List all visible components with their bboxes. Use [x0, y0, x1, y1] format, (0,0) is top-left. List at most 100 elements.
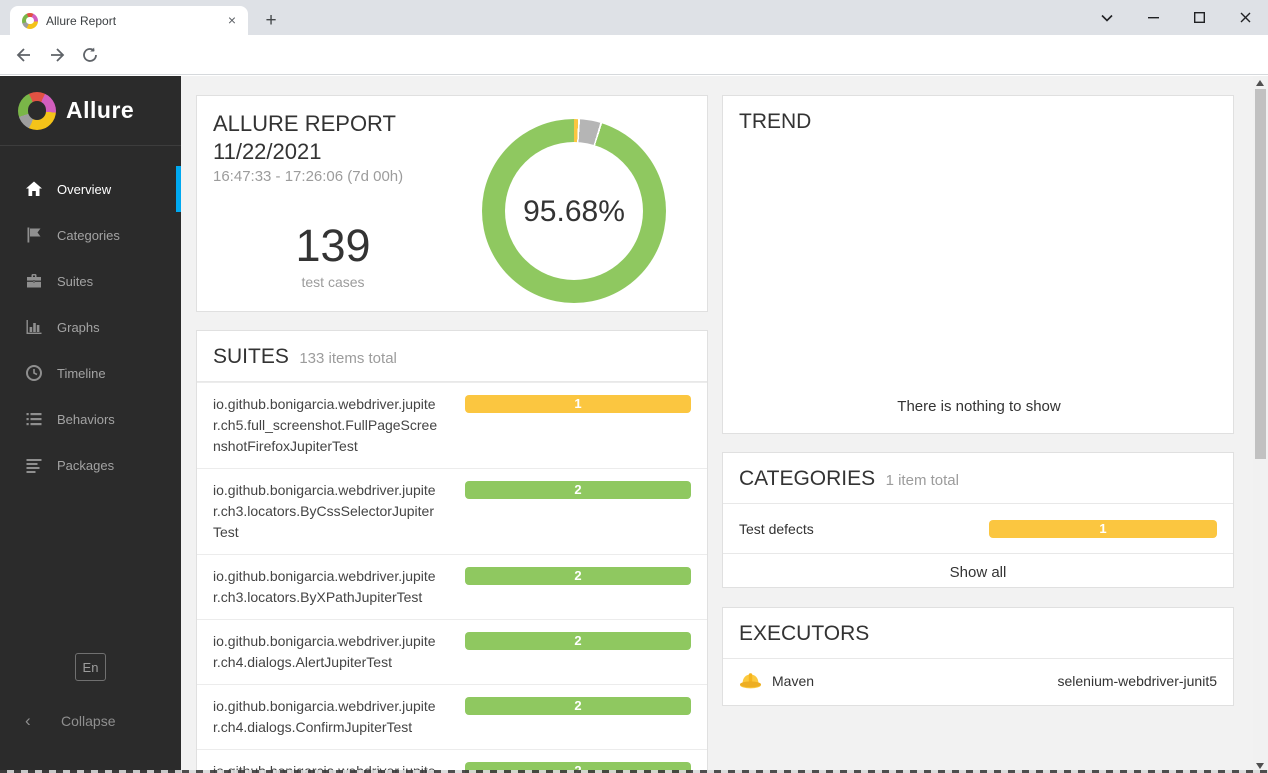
sidebar-item-categories[interactable]: Categories	[0, 212, 181, 258]
minimize-icon[interactable]	[1130, 0, 1176, 35]
executors-widget: EXECUTORS Maven selenium-webdriver-junit…	[722, 607, 1234, 706]
allure-logo-icon	[18, 91, 56, 130]
suite-status-bar[interactable]: 2	[465, 762, 691, 773]
page-content: Allure Overview Categories	[0, 76, 1268, 773]
suite-name: io.github.bonigarcia.webdriver.jupite r.…	[213, 568, 436, 605]
show-all-link[interactable]: Show all	[949, 564, 1007, 581]
suite-row[interactable]: io.github.bonigarcia.webdriver.jupite r.…	[197, 468, 707, 554]
dashboard: ALLURE REPORT 11/22/2021 16:47:33 - 17:2…	[181, 76, 1253, 773]
executor-row: Maven selenium-webdriver-junit5	[723, 659, 1233, 702]
sidebar-item-overview[interactable]: Overview	[0, 166, 181, 212]
allure-favicon-icon	[22, 12, 38, 29]
category-row[interactable]: Test defects 1	[723, 504, 1233, 554]
sidebar-item-packages[interactable]: Packages	[0, 442, 181, 488]
overview-widget: ALLURE REPORT 11/22/2021 16:47:33 - 17:2…	[196, 95, 708, 312]
executor-name: Maven	[772, 672, 815, 689]
category-status-bar[interactable]: 1	[989, 520, 1217, 538]
suite-name: io.github.bonigarcia.webdriver.jupite r.…	[213, 633, 436, 670]
report-title-line1: ALLURE REPORT	[213, 111, 396, 136]
suite-status-bar[interactable]: 2	[465, 567, 691, 585]
suite-status-bar[interactable]: 2	[465, 697, 691, 715]
browser-tab[interactable]: Allure Report ×	[10, 6, 248, 35]
categories-widget: CATEGORIES 1 item total Test defects 1 S…	[722, 452, 1234, 588]
suite-name: io.github.bonigarcia.webdriver.jupite	[213, 763, 436, 773]
suite-status-bar[interactable]: 2	[465, 481, 691, 499]
suite-row[interactable]: io.github.bonigarcia.webdriver.jupite 2	[197, 749, 707, 773]
page-scrollbar	[1253, 76, 1268, 773]
suite-status-bar[interactable]: 1	[465, 395, 691, 413]
close-icon[interactable]	[1222, 0, 1268, 35]
chevron-left-icon: ‹	[25, 711, 31, 730]
scrollbar-down-arrow-icon[interactable]	[1256, 763, 1264, 769]
categories-title: CATEGORIES	[739, 467, 876, 490]
screenshot-bottom-dashed-edge	[0, 770, 1268, 773]
forward-icon[interactable]	[46, 43, 70, 67]
sidebar-item-behaviors[interactable]: Behaviors	[0, 396, 181, 442]
sidebar-item-timeline[interactable]: Timeline	[0, 350, 181, 396]
maximize-icon[interactable]	[1176, 0, 1222, 35]
sidebar-item-label: Overview	[57, 181, 112, 197]
back-icon[interactable]	[11, 43, 35, 67]
flag-icon	[25, 226, 43, 244]
browser-toolbar: ⚠ Not secure 192.168.56.1:16633/index.ht…	[0, 35, 1268, 104]
sidebar-item-label: Behaviors	[57, 411, 115, 427]
suite-row[interactable]: io.github.bonigarcia.webdriver.jupite r.…	[197, 382, 707, 468]
pass-percentage: 95.68%	[523, 195, 625, 228]
category-name: Test defects	[739, 520, 814, 537]
sidebar-nav: Overview Categories Suites	[0, 166, 181, 488]
suite-name: io.github.bonigarcia.webdriver.jupite r.…	[213, 482, 436, 540]
suites-header: SUITES 133 items total	[197, 331, 707, 382]
suites-title: SUITES	[213, 345, 289, 368]
trend-widget: TREND There is nothing to show	[722, 95, 1234, 434]
sidebar-item-graphs[interactable]: Graphs	[0, 304, 181, 350]
sidebar-item-label: Suites	[57, 273, 94, 289]
categories-count: 1 item total	[885, 472, 959, 489]
sidebar-item-label: Timeline	[57, 365, 106, 381]
collapse-button[interactable]: ‹ Collapse	[0, 704, 181, 738]
suite-name: io.github.bonigarcia.webdriver.jupite r.…	[213, 396, 438, 454]
scrollbar-up-arrow-icon[interactable]	[1256, 80, 1264, 86]
tab-bar: Allure Report × +	[0, 0, 1268, 35]
language-button[interactable]: En	[75, 653, 106, 681]
bar-chart-icon	[25, 318, 43, 336]
total-tests-block: 139 test cases	[197, 220, 469, 291]
categories-header: CATEGORIES 1 item total	[723, 453, 1233, 504]
executors-header: EXECUTORS	[723, 608, 1233, 659]
trend-title: TREND	[739, 110, 812, 133]
report-title: ALLURE REPORT 11/22/2021	[213, 110, 396, 166]
suite-row[interactable]: io.github.bonigarcia.webdriver.jupite r.…	[197, 554, 707, 619]
tab-search-chevron-icon[interactable]	[1084, 0, 1130, 35]
align-left-icon	[25, 456, 43, 474]
new-tab-button[interactable]: +	[265, 10, 277, 31]
tab-close-icon[interactable]: ×	[227, 11, 237, 28]
executor-build-name: selenium-webdriver-junit5	[1057, 672, 1217, 689]
brand-name: Allure	[66, 97, 135, 123]
window-controls	[1084, 0, 1268, 35]
suites-count: 133 items total	[299, 350, 397, 367]
report-title-line2: 11/22/2021	[213, 139, 322, 164]
sidebar-item-label: Graphs	[57, 319, 100, 335]
suite-name: io.github.bonigarcia.webdriver.jupite r.…	[213, 698, 436, 735]
suite-row[interactable]: io.github.bonigarcia.webdriver.jupite r.…	[197, 684, 707, 749]
report-time-range: 16:47:33 - 17:26:06 (7d 00h)	[213, 168, 404, 185]
reload-icon[interactable]	[78, 43, 102, 67]
active-indicator	[176, 166, 181, 212]
suite-status-bar[interactable]: 2	[465, 632, 691, 650]
hard-hat-icon	[739, 671, 762, 690]
executors-title: EXECUTORS	[739, 622, 870, 645]
collapse-label: Collapse	[61, 713, 116, 729]
suite-row[interactable]: io.github.bonigarcia.webdriver.jupite r.…	[197, 619, 707, 684]
suites-widget: SUITES 133 items total io.github.bonigar…	[196, 330, 708, 773]
tab-title: Allure Report	[46, 13, 117, 28]
total-tests-value: 139	[295, 220, 371, 271]
sidebar-item-suites[interactable]: Suites	[0, 258, 181, 304]
sidebar-item-label: Categories	[57, 227, 120, 243]
scrollbar-thumb[interactable]	[1255, 89, 1266, 459]
list-icon	[25, 410, 43, 428]
sidebar: Allure Overview Categories	[0, 76, 181, 773]
clock-icon	[25, 364, 43, 382]
status-donut-chart: 95.68%	[482, 119, 666, 303]
briefcase-icon	[25, 272, 43, 290]
home-icon	[25, 180, 43, 198]
